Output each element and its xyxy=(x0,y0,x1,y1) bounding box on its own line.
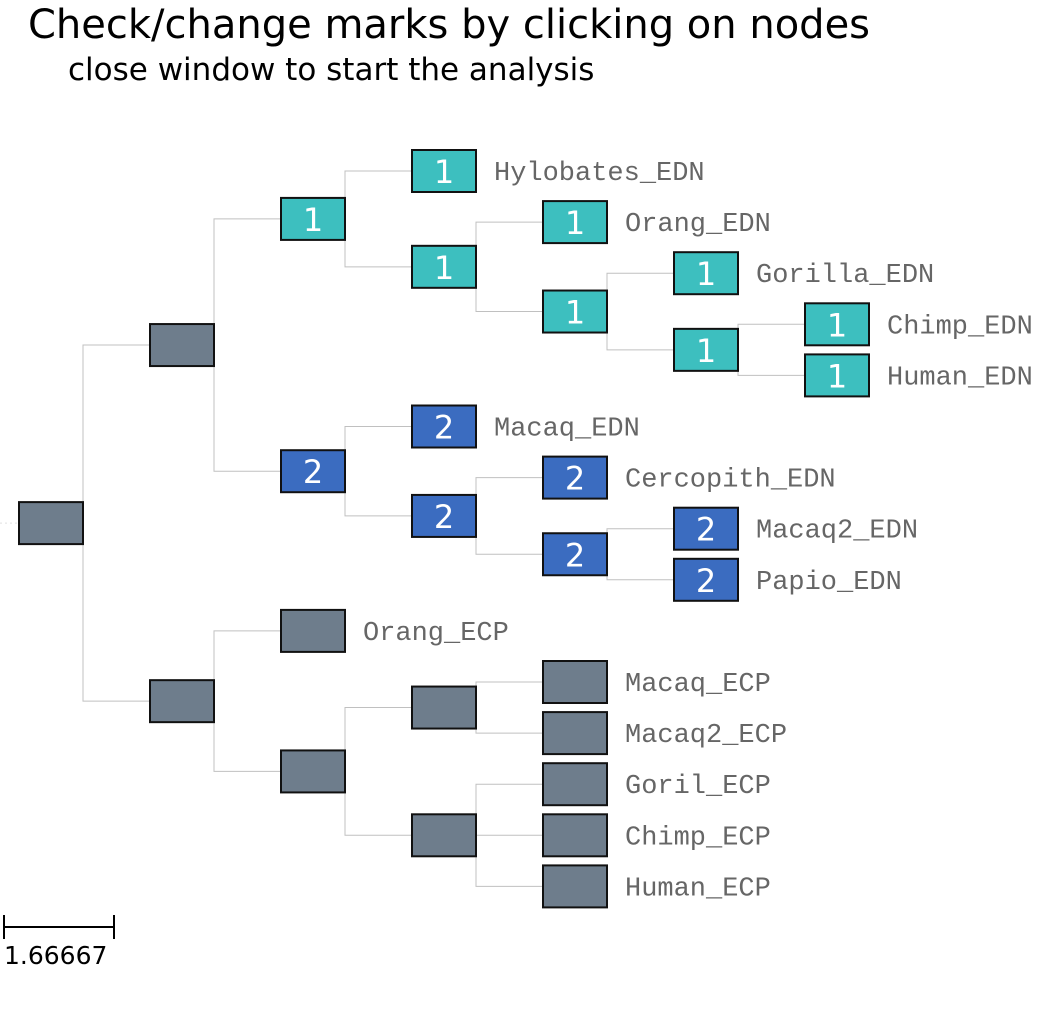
node-box-edn-old-world[interactable] xyxy=(280,449,346,494)
node-mark-orang-edn: 1 xyxy=(565,204,585,242)
leaf-label-macaq2-edn: Macaq2_EDN xyxy=(756,517,918,547)
node-orang-edn[interactable]: 1 xyxy=(542,200,608,245)
node-mark-human-edn: 1 xyxy=(827,357,847,395)
leaf-label-human-edn: Human_EDN xyxy=(887,363,1033,393)
node-box-edn-great-apes[interactable] xyxy=(411,244,477,289)
node-chimp-edn[interactable]: 1 xyxy=(804,302,870,347)
node-ecp-hominid[interactable] xyxy=(411,813,477,858)
node-cercopith-edn[interactable]: 2 xyxy=(542,455,608,500)
node-box-root[interactable] xyxy=(18,501,84,546)
node-box-cercopith-edn[interactable] xyxy=(542,455,608,500)
node-box-chimp-edn[interactable] xyxy=(804,302,870,347)
node-box-edn-cercopith[interactable] xyxy=(411,493,477,538)
leaf-label-macaq2-ecp: Macaq2_ECP xyxy=(625,721,787,751)
branch-to-edn-clade xyxy=(82,344,182,524)
leaf-label-chimp-edn: Chimp_EDN xyxy=(887,312,1033,342)
node-box-edn-hominoid[interactable] xyxy=(280,196,346,241)
node-box-chimp-ecp[interactable] xyxy=(542,813,608,858)
node-box-ecp-rest[interactable] xyxy=(280,749,346,794)
node-box-ecp-hominid[interactable] xyxy=(411,813,477,858)
node-mark-edn-hominoid: 1 xyxy=(303,201,323,239)
node-box-papio-edn[interactable] xyxy=(673,557,739,602)
node-mark-chimp-edn: 1 xyxy=(827,306,847,344)
node-box-macaq2-edn[interactable] xyxy=(673,506,739,551)
node-chimp-ecp[interactable] xyxy=(542,813,608,858)
leaf-label-orang-ecp: Orang_ECP xyxy=(363,619,509,649)
node-box-human-edn[interactable] xyxy=(804,353,870,398)
node-ecp-macaq[interactable] xyxy=(411,685,477,730)
node-mark-edn-african-apes: 1 xyxy=(565,294,585,332)
node-papio-edn[interactable]: 2 xyxy=(673,557,739,602)
node-edn-chimp-human[interactable]: 1 xyxy=(673,327,739,372)
node-ecp-clade[interactable] xyxy=(149,679,215,724)
node-box-human-ecp[interactable] xyxy=(542,864,608,909)
node-mark-edn-macaq2-papio: 2 xyxy=(565,536,585,574)
node-box-orang-ecp[interactable] xyxy=(280,608,346,653)
node-mark-gorilla-edn: 1 xyxy=(696,255,716,293)
node-mark-edn-chimp-human: 1 xyxy=(696,332,716,370)
node-box-macaq-edn[interactable] xyxy=(411,404,477,449)
leaf-label-hylobates-edn: Hylobates_EDN xyxy=(494,159,705,189)
node-human-ecp[interactable] xyxy=(542,864,608,909)
node-box-ecp-macaq[interactable] xyxy=(411,685,477,730)
instruction-subtitle: close window to start the analysis xyxy=(68,52,595,88)
node-hylobates-edn[interactable]: 1 xyxy=(411,149,477,193)
node-box-edn-chimp-human[interactable] xyxy=(673,327,739,372)
node-edn-clade[interactable] xyxy=(149,323,215,368)
node-box-edn-clade[interactable] xyxy=(149,323,215,368)
node-mark-papio-edn: 2 xyxy=(696,562,716,600)
node-box-goril-ecp[interactable] xyxy=(542,762,608,807)
branch-to-ecp-clade xyxy=(82,523,182,702)
node-edn-african-apes[interactable]: 1 xyxy=(542,289,608,334)
node-macaq-edn[interactable]: 2 xyxy=(411,404,477,449)
node-macaq2-ecp[interactable] xyxy=(542,711,608,756)
node-root[interactable] xyxy=(18,501,84,546)
node-box-ecp-clade[interactable] xyxy=(149,679,215,724)
node-box-macaq-ecp[interactable] xyxy=(542,660,608,704)
leaf-label-papio-edn: Papio_EDN xyxy=(756,568,902,598)
node-goril-ecp[interactable] xyxy=(542,762,608,807)
node-ecp-rest[interactable] xyxy=(280,749,346,794)
leaf-label-chimp-ecp: Chimp_ECP xyxy=(625,823,771,853)
leaf-label-orang-edn: Orang_EDN xyxy=(625,210,771,240)
node-macaq2-edn[interactable]: 2 xyxy=(673,506,739,551)
leaf-label-macaq-ecp: Macaq_ECP xyxy=(625,670,771,700)
node-mark-edn-cercopith: 2 xyxy=(434,498,454,536)
node-mark-hylobates-edn: 1 xyxy=(434,153,454,191)
leaf-label-macaq-edn: Macaq_EDN xyxy=(494,415,640,445)
node-edn-cercopith[interactable]: 2 xyxy=(411,493,477,538)
node-edn-hominoid[interactable]: 1 xyxy=(280,196,346,241)
leaf-label-human-ecp: Human_ECP xyxy=(625,874,771,904)
node-mark-edn-old-world: 2 xyxy=(303,453,323,491)
node-box-macaq2-ecp[interactable] xyxy=(542,711,608,756)
leaf-label-cercopith-edn: Cercopith_EDN xyxy=(625,466,836,496)
node-gorilla-edn[interactable]: 1 xyxy=(673,251,739,296)
node-human-edn[interactable]: 1 xyxy=(804,353,870,398)
node-orang-ecp[interactable] xyxy=(280,608,346,653)
node-mark-edn-great-apes: 1 xyxy=(434,249,454,287)
node-edn-macaq2-papio[interactable]: 2 xyxy=(542,532,608,577)
node-box-edn-african-apes[interactable] xyxy=(542,289,608,334)
scale-bar: 1.66667 xyxy=(3,915,115,970)
node-box-orang-edn[interactable] xyxy=(542,200,608,245)
node-mark-macaq2-edn: 2 xyxy=(696,511,716,549)
tree-nodes: 1 1 1 1 1 1 1 1 1 2 2 2 2 2 2 2 xyxy=(18,149,870,909)
leaf-label-gorilla-edn: Gorilla_EDN xyxy=(756,261,934,291)
node-mark-macaq-edn: 2 xyxy=(434,409,454,447)
node-box-edn-macaq2-papio[interactable] xyxy=(542,532,608,577)
node-box-hylobates-edn[interactable] xyxy=(411,149,477,193)
leaf-labels: Hylobates_EDN Orang_EDN Gorilla_EDN Chimp_E… xyxy=(363,159,1033,904)
node-edn-great-apes[interactable]: 1 xyxy=(411,244,477,289)
leaf-label-goril-ecp: Goril_ECP xyxy=(625,772,771,802)
node-box-gorilla-edn[interactable] xyxy=(673,251,739,296)
scale-bar-label: 1.66667 xyxy=(4,941,107,970)
node-edn-old-world[interactable]: 2 xyxy=(280,449,346,494)
instruction-title: Check/change marks by clicking on nodes xyxy=(28,2,871,48)
node-mark-cercopith-edn: 2 xyxy=(565,460,585,498)
node-macaq-ecp[interactable] xyxy=(542,660,608,704)
